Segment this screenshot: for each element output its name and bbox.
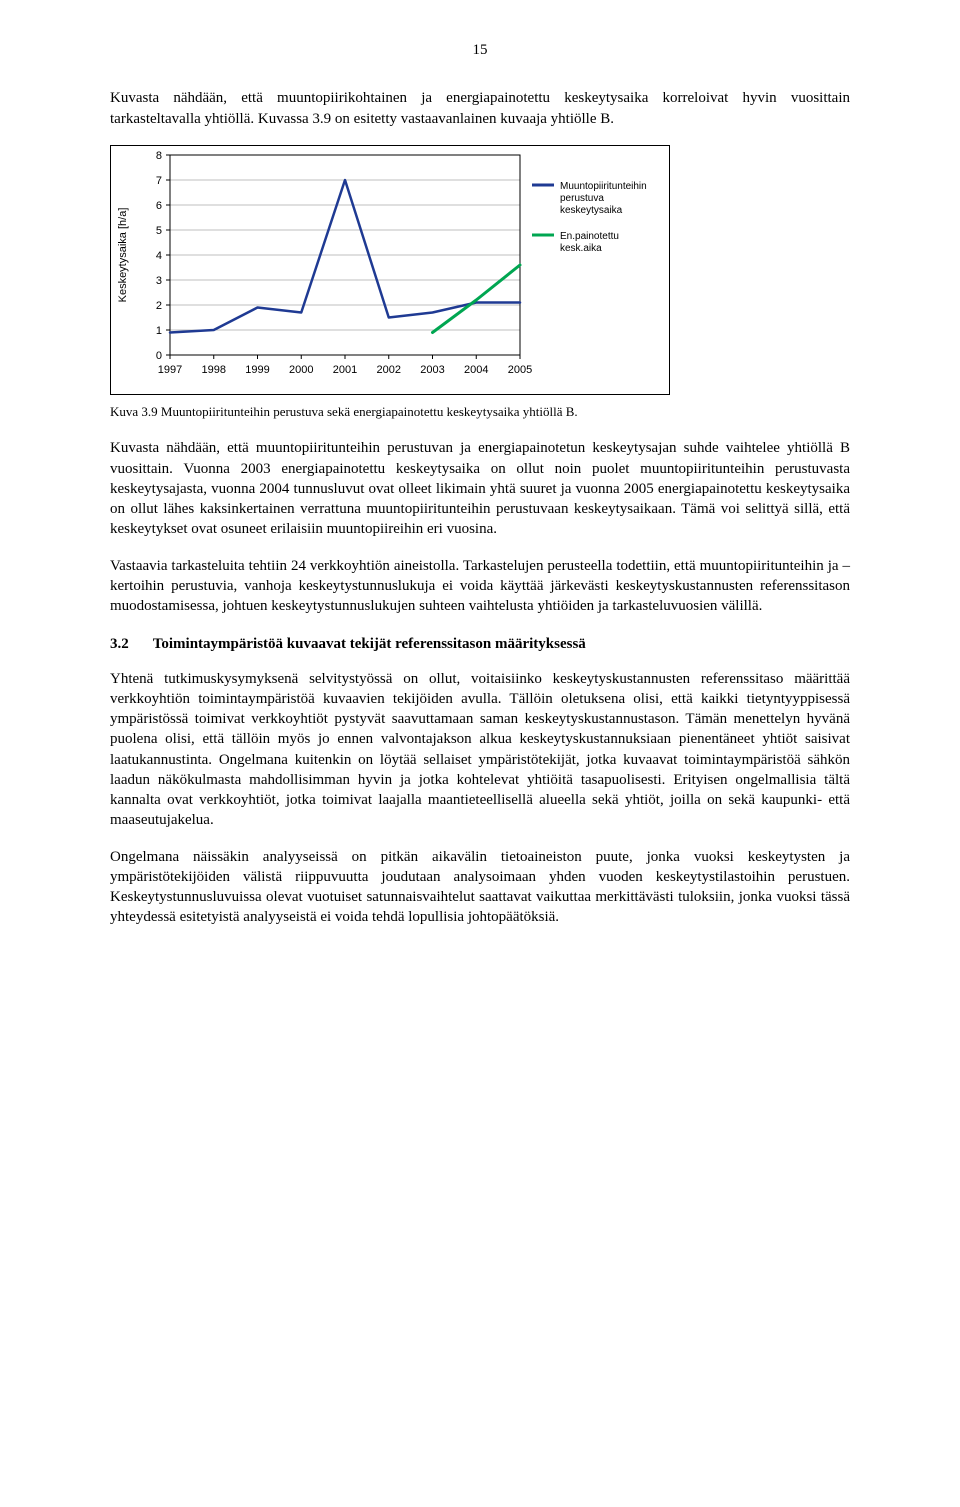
section-title: Toimintaympäristöä kuvaavat tekijät refe… [153,634,586,654]
svg-text:Muuntopiiritunteihin: Muuntopiiritunteihin [560,181,647,192]
svg-text:5: 5 [156,225,162,237]
paragraph-5: Ongelmana näissäkin analyyseissä on pitk… [110,847,850,928]
svg-text:2002: 2002 [377,364,401,376]
paragraph-4: Yhtenä tutkimuskysymyksenä selvitystyöss… [110,669,850,831]
svg-text:7: 7 [156,175,162,187]
svg-text:2001: 2001 [333,364,357,376]
figure-caption: Kuva 3.9 Muuntopiiritunteihin perustuva … [110,403,850,421]
svg-text:2005: 2005 [508,364,532,376]
svg-text:2004: 2004 [464,364,488,376]
section-heading: 3.2 Toimintaympäristöä kuvaavat tekijät … [110,634,850,654]
svg-text:6: 6 [156,200,162,212]
svg-text:0: 0 [156,350,162,362]
svg-text:kesk.aika: kesk.aika [560,243,602,254]
page-number: 15 [110,40,850,60]
svg-text:1: 1 [156,325,162,337]
svg-text:2003: 2003 [420,364,444,376]
paragraph-2: Kuvasta nähdään, että muuntopiiritunteih… [110,438,850,539]
svg-text:2: 2 [156,300,162,312]
paragraph-3: Vastaavia tarkasteluita tehtiin 24 verkk… [110,556,850,617]
line-chart: 0 1 2 3 4 5 6 7 8 1997 1998 1999 2000 2001 2002 2003 200… [110,145,670,395]
svg-text:4: 4 [156,250,162,262]
svg-text:2000: 2000 [289,364,313,376]
paragraph-1: Kuvasta nähdään, että muuntopiirikohtain… [110,88,850,129]
svg-text:1999: 1999 [245,364,269,376]
svg-text:1997: 1997 [158,364,182,376]
svg-text:Keskeytysaika [h/a]: Keskeytysaika [h/a] [117,207,129,302]
svg-text:En.painotettu: En.painotettu [560,231,619,242]
svg-text:perustuva: perustuva [560,193,604,204]
svg-text:3: 3 [156,275,162,287]
svg-text:8: 8 [156,150,162,162]
chart-figure: 0 1 2 3 4 5 6 7 8 1997 1998 1999 2000 2001 2002 2003 200… [110,145,850,395]
svg-text:1998: 1998 [202,364,226,376]
section-number: 3.2 [110,634,129,654]
svg-text:keskeytysaika: keskeytysaika [560,205,623,216]
